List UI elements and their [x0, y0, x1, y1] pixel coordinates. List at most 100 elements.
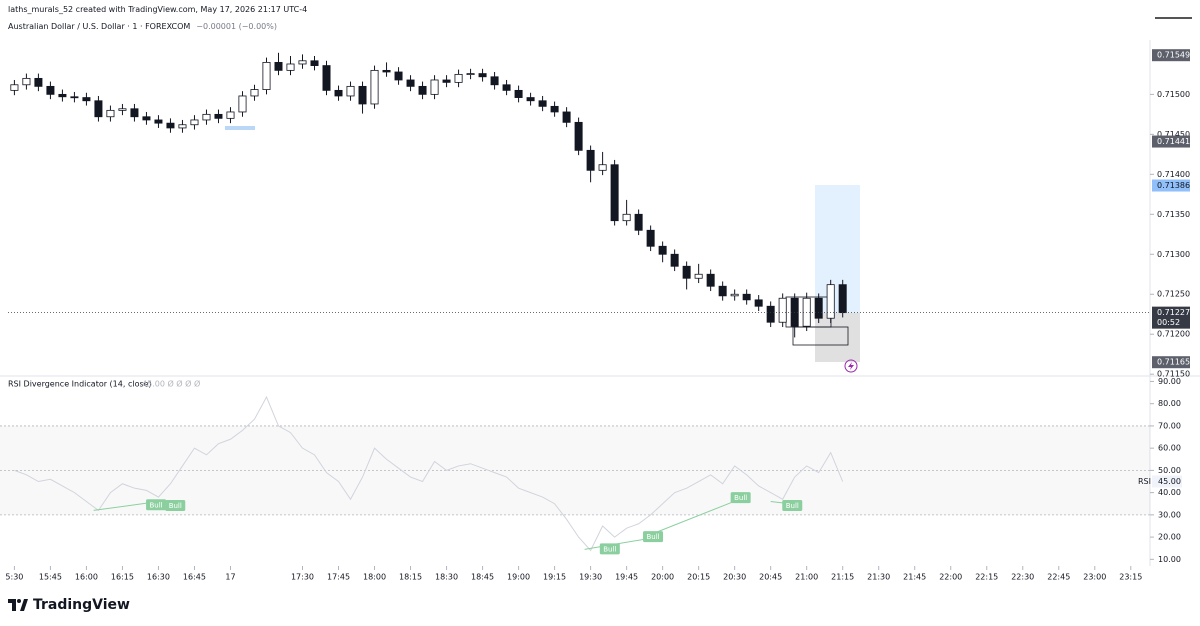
- x-tick-label: 16:45: [183, 573, 206, 582]
- level-band: [0, 425, 1150, 515]
- candle-body: [46, 85, 55, 95]
- candle-body: [286, 63, 295, 71]
- candle-body: [34, 77, 43, 87]
- candle-body: [670, 253, 679, 267]
- candle-body: [646, 229, 655, 247]
- candle-body: [754, 299, 763, 307]
- candle-body: [778, 297, 787, 323]
- candle-body: [238, 95, 247, 113]
- price-label-bg: [1152, 49, 1190, 62]
- signal-label-bg: [165, 499, 186, 511]
- x-tick-label: 21:45: [903, 573, 926, 582]
- candle-body: [106, 109, 115, 118]
- y-tick-label: 50.00: [1158, 466, 1181, 475]
- y-tick-label: 0.71200: [1157, 330, 1190, 339]
- candle-body: [634, 213, 643, 231]
- x-tick-label: 16:30: [147, 573, 170, 582]
- candle-body: [682, 265, 691, 279]
- signal-label: Bull: [786, 502, 799, 510]
- candle-body: [430, 79, 439, 95]
- price-label: 0.71386: [1157, 181, 1190, 190]
- signal-label-bg: [643, 531, 664, 543]
- brand-text: TradingView: [33, 597, 130, 613]
- price-label-bg: [1152, 135, 1190, 148]
- candle-body: [298, 60, 307, 65]
- candle-body: [334, 89, 343, 97]
- candle-body: [382, 69, 391, 73]
- y-tick-label: 80.00: [1158, 399, 1181, 408]
- long-position-stop: [815, 313, 860, 362]
- signal-label: Bull: [149, 501, 162, 509]
- indicator-values: 45.00 Ø Ø Ø Ø: [142, 379, 200, 389]
- candle-body: [154, 119, 163, 124]
- x-tick-label: 20:00: [651, 573, 674, 582]
- candle-body: [562, 111, 571, 123]
- candle-body: [490, 76, 499, 86]
- signal-label: Bull: [646, 533, 659, 541]
- y-tick-label: 0.71350: [1157, 210, 1190, 219]
- symbol-legend: Australian Dollar / U.S. Dollar · 1 · FO…: [8, 22, 277, 31]
- candle-body: [142, 116, 151, 121]
- candle-body: [826, 284, 835, 319]
- x-tick-label: 18:45: [471, 573, 494, 582]
- candle-body: [454, 73, 463, 83]
- signal-label-bg: [599, 543, 620, 555]
- candle-body: [502, 84, 511, 91]
- candle-body: [766, 305, 775, 323]
- candle-body: [190, 119, 199, 126]
- x-tick-label: 18:30: [435, 573, 458, 582]
- y-tick-label: 0.71400: [1157, 170, 1190, 179]
- x-tick-label: 15:45: [39, 573, 62, 582]
- x-tick-label: 21:15: [831, 573, 854, 582]
- candle-body: [406, 79, 415, 87]
- x-tick-label: 23:00: [1083, 573, 1106, 582]
- x-tick-label: 17:30: [291, 573, 314, 582]
- candle-body: [346, 85, 355, 97]
- x-tick-label: 16:00: [75, 573, 98, 582]
- rsi-line: [14, 395, 844, 552]
- y-tick-label: 20.00: [1158, 533, 1181, 542]
- price-label: 0.71441: [1157, 137, 1190, 146]
- candle-body: [22, 77, 31, 86]
- candle-body: [550, 105, 559, 113]
- x-tick-label: 16:15: [111, 573, 134, 582]
- candle-body: [214, 113, 223, 119]
- x-tick-label: 5:30: [5, 573, 23, 582]
- candle-body: [394, 71, 403, 81]
- series-name: RSI: [1138, 477, 1151, 486]
- x-tick-label: 18:00: [363, 573, 386, 582]
- x-tick-label: 22:45: [1047, 573, 1070, 582]
- event-icon[interactable]: [844, 359, 858, 373]
- signal-label-bg: [782, 499, 803, 511]
- candle-body: [358, 85, 367, 105]
- signal-label: Bull: [169, 502, 182, 510]
- indicator-title: RSI Divergence Indicator (14, close): [8, 380, 152, 389]
- price-label: 0.71549: [1157, 51, 1190, 60]
- candle-body: [574, 121, 583, 151]
- price-label: 0.71227: [1157, 308, 1190, 317]
- brand: TradingView: [8, 597, 130, 613]
- candle-body: [178, 124, 187, 129]
- x-tick-label: 20:15: [687, 573, 710, 582]
- y-tick-label: 10.00: [1158, 555, 1181, 564]
- candle-body: [586, 149, 595, 171]
- candle-body: [838, 284, 847, 314]
- price-label: 0.71165: [1157, 358, 1190, 367]
- x-tick-label: 22:15: [975, 573, 998, 582]
- candle-body: [274, 61, 283, 71]
- x-tick-label: 19:45: [615, 573, 638, 582]
- candle-body: [94, 100, 103, 118]
- x-tick-label: 21:00: [795, 573, 818, 582]
- candle-body: [694, 273, 703, 279]
- x-tick-label: 20:45: [759, 573, 782, 582]
- candle-body: [370, 69, 379, 105]
- candle-body: [118, 108, 127, 111]
- price-countdown: 00:52: [1157, 318, 1180, 327]
- x-tick-label: 19:30: [579, 573, 602, 582]
- y-tick-label: 0.71150: [1157, 370, 1190, 379]
- candle-body: [730, 293, 739, 297]
- x-tick-label: 23:15: [1119, 573, 1142, 582]
- candle-body: [322, 65, 331, 91]
